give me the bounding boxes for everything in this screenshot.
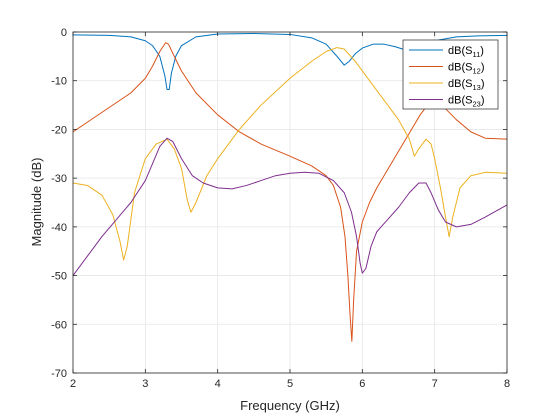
y-tick-label: 0: [61, 27, 67, 39]
tick-marks: [72, 31, 508, 374]
x-tick-label: 7: [432, 378, 438, 390]
legend-box: [402, 39, 499, 110]
legend-label: dB(S12): [448, 62, 484, 76]
x-tick-label: 3: [142, 378, 148, 390]
x-tick-label: 4: [215, 378, 221, 390]
y-tick-label: -50: [51, 271, 67, 283]
y-tick-label: -30: [51, 173, 67, 185]
legend-label: dB(S11): [448, 45, 484, 59]
series-line-13: [72, 47, 508, 261]
x-tick-label: 6: [359, 378, 365, 390]
y-tick-labels: 0 -10 -20 -30 -40 -50 -60 -70: [51, 27, 67, 380]
legend-item: dB(S11): [409, 45, 484, 59]
y-tick-label: -70: [51, 368, 67, 380]
x-tick-labels: 2 3 4 5 6 7 8: [70, 378, 510, 390]
y-tick-label: -60: [51, 319, 67, 331]
legend-label: dB(S13): [448, 78, 484, 92]
x-tick-label: 8: [504, 378, 510, 390]
legend-items: dB(S11) dB(S12) dB(S13) dB(S23): [409, 45, 484, 109]
legend-item: dB(S12): [409, 62, 484, 76]
y-axis-title: Magnitude (dB): [29, 158, 44, 247]
legend-label: dB(S23): [448, 95, 484, 109]
y-tick-label: -10: [51, 76, 67, 88]
legend-item: dB(S13): [409, 78, 484, 92]
y-tick-label: -20: [51, 124, 67, 136]
x-axis-title: Frequency (GHz): [240, 398, 340, 413]
x-tick-label: 2: [70, 378, 76, 390]
y-tick-label: -40: [51, 222, 67, 234]
x-tick-label: 5: [287, 378, 293, 390]
series-line-23: [72, 137, 508, 276]
legend-item: dB(S23): [409, 95, 484, 109]
legend: dB(S11) dB(S12) dB(S13) dB(S23): [402, 39, 499, 110]
